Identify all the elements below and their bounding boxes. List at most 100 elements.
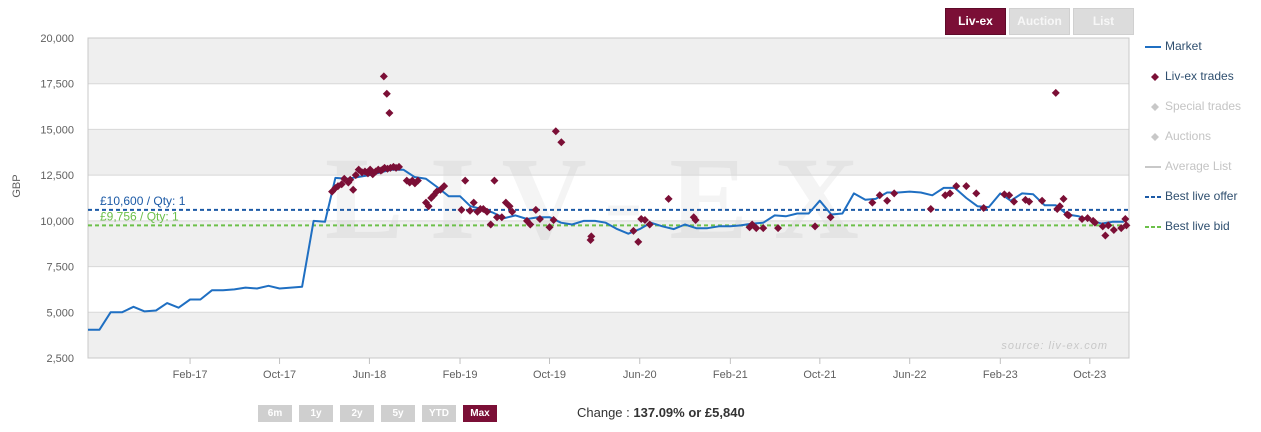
x-tick-label: Feb-23 <box>983 369 1018 381</box>
plot-band <box>88 312 1129 358</box>
trade-point <box>890 189 899 198</box>
legend-label: Liv-ex trades <box>1165 69 1234 83</box>
y-tick-label: 10,000 <box>40 216 74 228</box>
watermark-source: source: liv-ex.com <box>1001 340 1108 352</box>
trade-point <box>486 220 495 229</box>
trade-point <box>1059 194 1068 203</box>
trade-point <box>1038 196 1047 205</box>
trade-point <box>497 213 506 222</box>
x-tick-label: Feb-17 <box>173 369 208 381</box>
plot-border <box>87 37 1130 359</box>
change-summary: Change : 137.09% or £5,840 <box>577 405 745 420</box>
trade-point <box>1098 222 1107 231</box>
trade-point <box>811 222 820 231</box>
trade-point <box>346 175 355 184</box>
trade-point <box>1009 197 1018 206</box>
trade-point <box>1064 211 1073 220</box>
legend-label: Best live bid <box>1165 219 1230 233</box>
range-button-1y[interactable]: 1y <box>299 405 333 422</box>
trade-point <box>557 138 566 147</box>
legend-label: Average List <box>1165 159 1232 173</box>
trade-point <box>1005 191 1014 200</box>
trade-point <box>587 232 596 241</box>
x-tick-label: Jun-20 <box>623 369 657 381</box>
x-tick-label: Oct-23 <box>1073 369 1106 381</box>
legend-symbol-dash <box>1145 226 1161 228</box>
trade-point <box>469 198 478 207</box>
y-tick-label: 20,000 <box>40 33 74 45</box>
plot-frame <box>87 37 1130 359</box>
legend-symbol-diamond <box>1151 103 1159 111</box>
reference-line-label: £10,600 / Qty: 1 <box>100 194 186 208</box>
y-tick-label: 5,000 <box>46 307 74 319</box>
trade-point <box>535 215 544 224</box>
trade-point <box>461 176 470 185</box>
trade-point <box>1025 197 1034 206</box>
trade-point <box>972 189 981 198</box>
legend-label: Special trades <box>1165 99 1242 113</box>
trade-point <box>526 220 535 229</box>
legend-symbol-diamond <box>1151 133 1159 141</box>
legend-label: Auctions <box>1165 129 1212 143</box>
y-tick-label: 7,500 <box>46 262 74 274</box>
trade-point <box>483 207 492 216</box>
market-series <box>87 168 1124 331</box>
trade-point <box>385 108 394 117</box>
range-button-max[interactable]: Max <box>463 405 497 422</box>
plot-band <box>88 129 1129 176</box>
x-tick-label: Oct-17 <box>263 369 296 381</box>
range-button-6m[interactable]: 6m <box>258 405 292 422</box>
change-label: Change : <box>577 405 630 420</box>
trade-point <box>691 215 700 224</box>
legend-symbol-dash <box>1145 196 1161 198</box>
x-tick-label: Jun-18 <box>353 369 387 381</box>
x-tick-label: Feb-21 <box>713 369 748 381</box>
trade-point <box>1122 221 1131 230</box>
trade-point <box>826 213 835 222</box>
range-button-2y[interactable]: 2y <box>340 405 374 422</box>
plot-band <box>88 220 1129 267</box>
x-tick-label: Feb-19 <box>443 369 478 381</box>
trade-point <box>1121 215 1130 224</box>
trade-point <box>774 224 783 233</box>
trade-point <box>1051 88 1060 97</box>
trade-point <box>752 224 761 233</box>
tab-liv-ex[interactable]: Liv-ex <box>945 8 1006 35</box>
legend-label: Best live offer <box>1165 189 1238 203</box>
trade-point <box>1101 231 1110 240</box>
trade-point <box>629 226 638 235</box>
watermark-logo: LIV-EX <box>325 133 885 264</box>
trade-point <box>413 176 422 185</box>
market-line <box>88 168 1124 331</box>
trade-point <box>508 207 517 216</box>
trade-point <box>634 237 643 246</box>
trade-point <box>759 224 768 233</box>
tab-auction[interactable]: Auction <box>1009 8 1070 35</box>
trade-point <box>1090 218 1099 227</box>
x-tick-label: Jun-22 <box>893 369 927 381</box>
range-button-ytd[interactable]: YTD <box>422 405 456 422</box>
trade-point <box>545 223 554 232</box>
trade-point <box>549 215 558 224</box>
source-tabs: Liv-ex Auction List <box>945 8 1134 35</box>
trade-point <box>645 220 654 229</box>
trade-point <box>395 162 404 171</box>
trade-point <box>979 204 988 213</box>
trade-point <box>440 182 449 191</box>
trade-point <box>551 127 560 136</box>
legend-symbol-line <box>1145 46 1161 48</box>
trade-point <box>493 213 502 222</box>
trade-point <box>926 204 935 213</box>
range-button-5y[interactable]: 5y <box>381 405 415 422</box>
trade-point <box>379 72 388 81</box>
legend-symbol-line <box>1145 166 1161 168</box>
change-value: 137.09% or £5,840 <box>633 405 745 420</box>
y-tick-label: 15,000 <box>40 124 74 136</box>
trade-point <box>351 171 360 180</box>
trade-point <box>946 189 955 198</box>
legend-label: Market <box>1165 39 1202 53</box>
trade-point <box>868 198 877 207</box>
tab-list[interactable]: List <box>1073 8 1134 35</box>
reference-line-label: £9,756 / Qty: 1 <box>100 209 179 223</box>
